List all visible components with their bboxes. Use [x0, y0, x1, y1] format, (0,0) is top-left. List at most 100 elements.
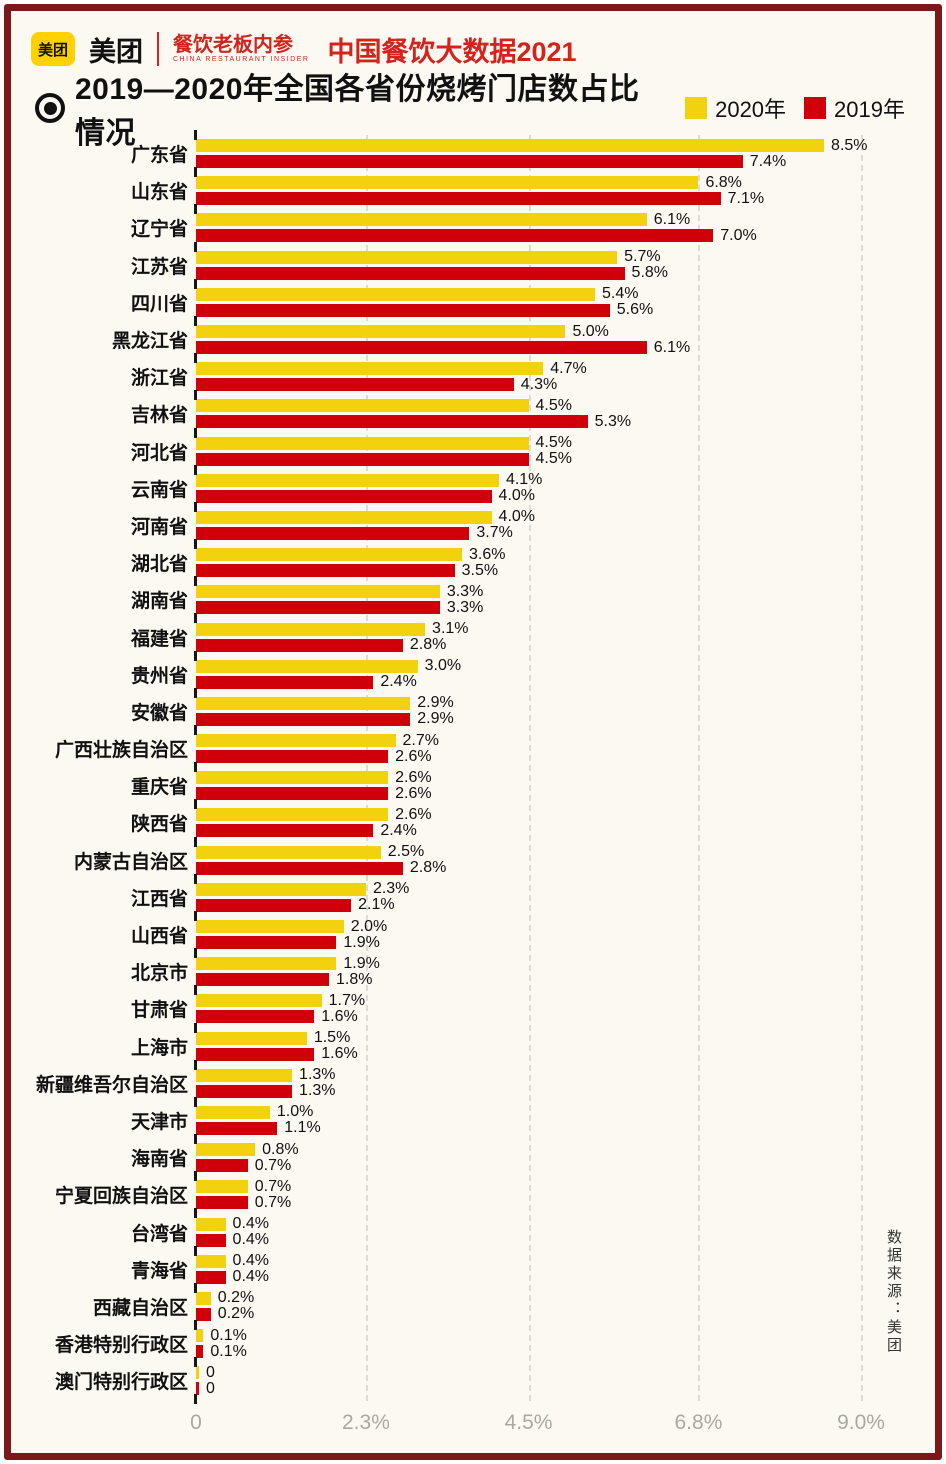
bullseye-icon — [35, 93, 65, 123]
bar-chart: 广东省 8.5% 7.4% 山东省 6.8% 7.1% 辽宁省 6.1% 7.0% 江苏省 5.7%… — [11, 130, 935, 1434]
value-label: 1.3% — [299, 1082, 336, 1100]
bar-2019年 — [196, 898, 352, 912]
chart-row: 山西省 2.0% 1.9% — [11, 910, 935, 953]
axis-tick — [194, 501, 197, 512]
chart-row: 四川省 5.4% 5.6% — [11, 278, 935, 321]
x-axis-label: 9.0% — [837, 1411, 885, 1434]
province-label: 福建省 — [130, 628, 188, 650]
value-label: 0.4% — [232, 1215, 270, 1233]
province-label: 重庆省 — [130, 777, 188, 799]
value-label: 2.7% — [402, 731, 439, 749]
province-label: 西藏自治区 — [92, 1297, 188, 1319]
bar-2019年 — [196, 712, 411, 726]
value-label: 0.7% — [254, 1177, 292, 1195]
bar-2019年 — [196, 1084, 293, 1098]
value-label: 2.4% — [380, 673, 417, 691]
value-label: 5.3% — [594, 412, 632, 430]
chart-row: 重庆省 2.6% 2.6% — [11, 762, 935, 804]
value-label: 7.0% — [720, 226, 757, 244]
bar-2020年 — [196, 399, 529, 413]
axis-tick — [194, 613, 197, 624]
axis-tick — [194, 1171, 197, 1182]
bar-2020年 — [196, 362, 544, 376]
province-label: 云南省 — [130, 479, 188, 501]
bar-2019年 — [196, 1010, 315, 1024]
title-row: 2019—2020年全国各省份烧烤门店数占比情况 2020年 2019年 — [35, 73, 915, 150]
value-label: 5.7% — [624, 248, 661, 266]
chart-row: 香港特别行政区 0.1% 0.1% — [11, 1320, 935, 1362]
value-label: 0.7% — [254, 1156, 292, 1174]
bar-2020年 — [196, 1180, 248, 1194]
legend-swatch-2020 — [685, 97, 708, 119]
value-label: 3.6% — [469, 545, 506, 563]
value-label: 4.3% — [520, 375, 558, 393]
axis-tick — [194, 1022, 197, 1033]
bar-2020年 — [196, 957, 337, 971]
province-label: 贵州省 — [130, 665, 188, 687]
bar-2020年 — [196, 1143, 256, 1157]
bar-2020年 — [196, 510, 492, 524]
bar-2019年 — [196, 936, 337, 950]
chart-row: 安徽省 2.9% 2.9% — [11, 687, 935, 730]
bar-2019年 — [196, 229, 714, 243]
x-axis: 0 2.3% 4.5% 6.8% 9.0% — [11, 1411, 935, 1443]
province-label: 香港特别行政区 — [54, 1335, 188, 1357]
bar-2020年 — [196, 1329, 204, 1343]
legend-label-2019: 2019年 — [834, 97, 905, 122]
chart-row: 吉林省 4.5% 5.3% — [11, 390, 935, 432]
province-label: 湖南省 — [130, 591, 188, 613]
province-label: 吉林省 — [130, 405, 188, 427]
value-label: 2.0% — [350, 917, 388, 935]
axis-tick — [194, 910, 197, 921]
value-label: 8.5% — [831, 136, 868, 154]
chart-row: 湖南省 3.3% 3.3% — [11, 576, 935, 618]
chart-row: 上海市 1.5% 1.6% — [11, 1022, 935, 1065]
axis-tick — [194, 799, 197, 810]
chart-row: 广西壮族自治区 2.7% 2.6% — [11, 725, 935, 767]
chart-row: 广东省 8.5% 7.4% — [11, 130, 935, 172]
value-label: 3.0% — [424, 657, 462, 675]
province-label: 甘肃省 — [130, 1000, 188, 1022]
bar-2019年 — [196, 601, 440, 615]
bar-2020年 — [196, 882, 366, 896]
value-label: 4.5% — [535, 450, 572, 468]
series-block: 餐饮老板内参 CHINA RESTAURANT INSIDER — [173, 34, 309, 64]
value-label: 7.1% — [727, 189, 765, 207]
bar-2020年 — [196, 734, 396, 748]
bar-2019年 — [196, 452, 529, 466]
bar-2019年 — [196, 1382, 199, 1396]
bar-2019年 — [196, 1159, 248, 1173]
bar-2019年 — [196, 303, 610, 317]
value-label: 3.3% — [446, 598, 484, 616]
province-label: 山东省 — [130, 182, 188, 204]
value-label: 2.6% — [395, 805, 432, 823]
bar-2019年 — [196, 266, 625, 280]
province-label: 江苏省 — [130, 256, 188, 278]
value-label: 0.7% — [254, 1193, 292, 1211]
province-label: 广西壮族自治区 — [54, 740, 188, 762]
bar-2020年 — [196, 1366, 199, 1380]
poster-frame: 美团 美团 餐饮老板内参 CHINA RESTAURANT INSIDER 中国… — [4, 4, 942, 1460]
x-axis-label: 2.3% — [342, 1411, 390, 1434]
series-subtitle: CHINA RESTAURANT INSIDER — [173, 56, 310, 64]
bar-2020年 — [196, 1254, 226, 1268]
value-label: 0.2% — [217, 1289, 255, 1307]
meituan-logo-icon: 美团 — [31, 32, 75, 66]
bar-2019年 — [196, 378, 514, 392]
value-label: 5.8% — [631, 264, 669, 282]
chart-legend: 2020年 2019年 — [685, 92, 915, 124]
value-label: 1.8% — [336, 970, 373, 988]
chart-row: 青海省 0.4% 0.4% — [11, 1245, 935, 1288]
chart-rows: 广东省 8.5% 7.4% 山东省 6.8% 7.1% 辽宁省 6.1% 7.0% 江苏省 5.7%… — [11, 130, 935, 1405]
chart-row: 湖北省 3.6% 3.5% — [11, 539, 935, 581]
value-label: 0.2% — [217, 1305, 255, 1323]
axis-tick — [194, 1208, 197, 1219]
province-label: 陕西省 — [130, 814, 188, 836]
chart-row: 甘肃省 1.7% 1.6% — [11, 985, 935, 1027]
value-label: 6.8% — [705, 173, 742, 191]
value-label: 1.9% — [343, 933, 380, 951]
axis-tick — [194, 836, 197, 847]
value-label: 4.0% — [498, 508, 536, 526]
axis-tick — [194, 167, 197, 178]
bar-2020年 — [196, 771, 389, 785]
